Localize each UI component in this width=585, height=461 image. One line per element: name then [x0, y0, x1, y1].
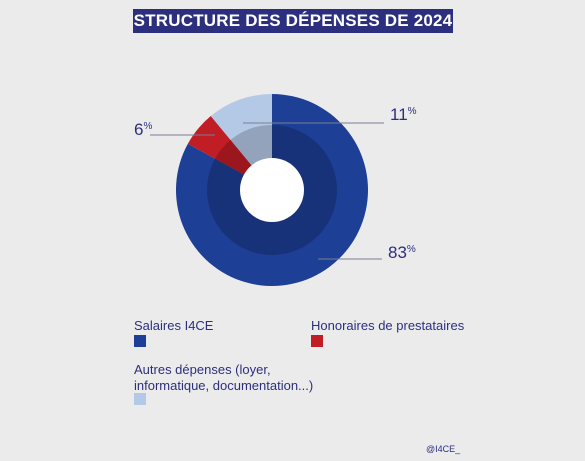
data-label-autres: 11%: [390, 105, 417, 124]
legend-swatch-autres: [134, 393, 146, 405]
data-label-honoraires: 6%: [134, 120, 152, 139]
chart-title: STRUCTURE DES DÉPENSES DE 2024: [133, 9, 453, 33]
legend-label-autres-line1: Autres dépenses (loyer,: [134, 362, 271, 377]
legend-label-autres-line2: informatique, documentation...): [134, 378, 314, 393]
legend-swatch-honoraires: [311, 335, 323, 347]
credit-handle: @I4CE_: [426, 444, 461, 454]
legend-label-honoraires: Honoraires de prestataires: [311, 318, 465, 333]
legend-label-salaires: Salaires I4CE: [134, 318, 214, 333]
data-label-salaires: 83%: [388, 243, 416, 262]
legend-swatch-salaires: [134, 335, 146, 347]
donut-hole: [240, 158, 304, 222]
legend-label-autres: Autres dépenses (loyer, informatique, do…: [134, 362, 313, 394]
